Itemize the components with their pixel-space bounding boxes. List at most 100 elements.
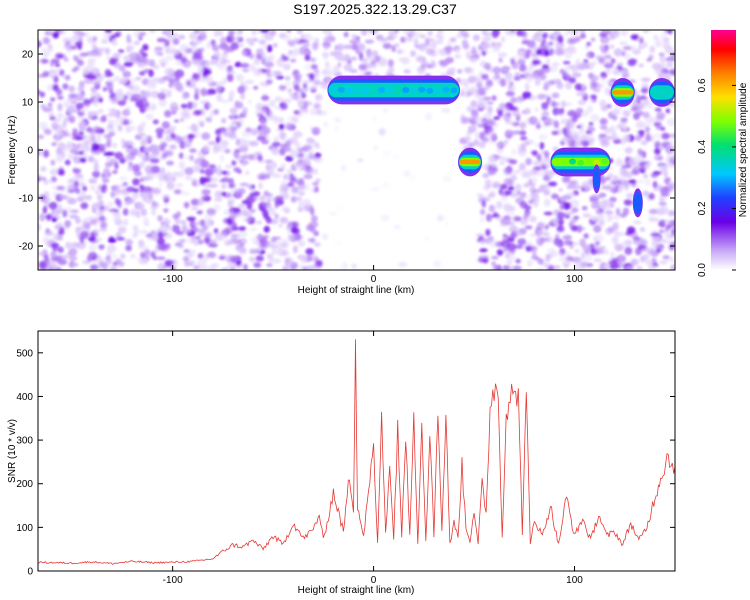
snr-series-line (38, 339, 675, 565)
noise-blob (64, 57, 69, 62)
noise-blob (57, 208, 65, 214)
noise-blob (536, 153, 542, 162)
noise-blob (510, 30, 516, 34)
noise-blob (197, 253, 204, 259)
noise-blob (539, 141, 545, 150)
noise-blob (249, 188, 255, 193)
feature-bead (402, 87, 410, 93)
noise-blob (556, 82, 564, 90)
noise-blob (609, 263, 619, 270)
noise-blob (512, 265, 522, 270)
noise-blob (168, 83, 174, 88)
noise-blob (508, 119, 515, 125)
noise-blob (195, 235, 201, 240)
noise-blob (512, 55, 519, 61)
noise-blob (357, 158, 364, 163)
noise-blob (567, 180, 578, 185)
noise-blob (351, 263, 357, 269)
noise-blob (179, 43, 189, 52)
noise-blob (77, 59, 84, 66)
noise-blob (213, 109, 220, 115)
noise-blob (179, 238, 187, 243)
noise-blob (206, 251, 217, 259)
noise-blob (311, 127, 321, 136)
noise-blob (271, 172, 282, 178)
noise-blob (652, 180, 658, 189)
noise-blob (320, 110, 328, 116)
noise-blob (215, 136, 220, 144)
noise-blob (510, 58, 515, 65)
noise-blob (489, 239, 498, 248)
feature-bead (434, 88, 442, 94)
noise-blob (603, 249, 609, 255)
noise-blob (261, 52, 267, 60)
noise-blob (43, 201, 51, 208)
noise-blob (571, 72, 582, 78)
noise-blob (620, 70, 629, 74)
noise-blob (205, 116, 213, 123)
signal-feature (648, 78, 675, 107)
noise-blob (410, 50, 416, 57)
noise-blob (219, 42, 229, 50)
noise-blob (192, 40, 203, 45)
noise-blob (96, 93, 102, 100)
noise-blob (284, 76, 291, 81)
spectrogram-ylabel: Frequency (Hz) (7, 116, 18, 185)
noise-blob (97, 108, 104, 114)
noise-blob (83, 195, 93, 201)
noise-blob (537, 93, 546, 100)
noise-blob (432, 45, 438, 54)
noise-blob (96, 135, 102, 144)
noise-blob (195, 52, 204, 57)
noise-blob (322, 51, 329, 60)
noise-blob (531, 255, 538, 260)
noise-blob (501, 65, 511, 71)
noise-blob (272, 161, 277, 169)
noise-blob (55, 155, 64, 163)
noise-blob (574, 248, 580, 254)
noise-blob (71, 68, 78, 73)
noise-blob (425, 47, 434, 56)
noise-blob (598, 83, 605, 88)
noise-blob (415, 54, 424, 63)
noise-blob (255, 53, 261, 60)
noise-blob (580, 33, 586, 39)
noise-blob (289, 93, 295, 99)
noise-blob (560, 196, 569, 201)
noise-blob (670, 264, 675, 270)
noise-blob (83, 78, 94, 84)
noise-blob (536, 169, 547, 177)
noise-blob (182, 228, 192, 234)
signal-feature (458, 147, 483, 177)
noise-blob (227, 240, 234, 245)
noise-blob (631, 162, 642, 168)
noise-blob (163, 208, 169, 213)
noise-blob (122, 94, 128, 101)
noise-blob (303, 48, 312, 57)
noise-blob (74, 92, 82, 102)
noise-blob (623, 53, 631, 60)
noise-blob (660, 219, 666, 228)
noise-blob (148, 193, 153, 200)
noise-blob (106, 84, 114, 91)
noise-blob (180, 191, 190, 196)
noise-blob (294, 196, 302, 201)
noise-blob (178, 161, 186, 169)
noise-blob (148, 59, 156, 67)
noise-blob (43, 254, 50, 261)
noise-blob (219, 57, 227, 65)
noise-blob (388, 66, 395, 72)
spectrogram-xlabel: Height of straight line (km) (298, 285, 415, 296)
noise-blob (647, 249, 655, 254)
noise-blob (576, 125, 582, 129)
noise-blob (534, 79, 540, 87)
noise-blob (626, 226, 636, 234)
noise-blob (237, 85, 246, 94)
noise-blob (256, 113, 264, 117)
noise-blob (436, 30, 444, 35)
noise-blob (662, 42, 671, 50)
noise-blob (662, 37, 670, 44)
noise-blob (278, 85, 287, 91)
noise-blob (593, 258, 602, 263)
noise-blob (230, 256, 238, 263)
